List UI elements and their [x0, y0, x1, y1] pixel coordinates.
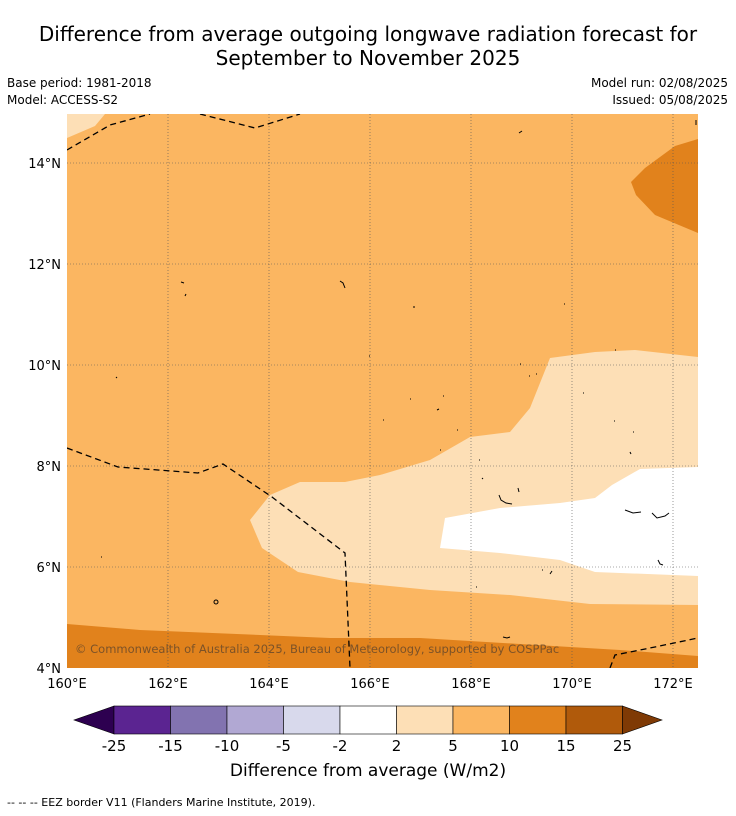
colorbar-tick-label: -10 — [215, 737, 240, 755]
anomaly-region-neutral — [440, 467, 698, 576]
colorbar-segment — [339, 705, 397, 735]
lat-axis: 4°N 6°N 8°N 10°N 12°N 14°N — [28, 157, 61, 677]
colorbar-tick-label: -25 — [102, 737, 127, 755]
lat-tick-label: 10°N — [28, 359, 61, 374]
meta-right: Model run: 02/08/2025 Issued: 05/08/2025 — [591, 75, 728, 109]
lon-tick-label: 172°E — [653, 677, 693, 692]
colorbar-segment — [565, 705, 623, 735]
colorbar-under-arrow — [73, 705, 115, 735]
anomaly-region-10-15-topright — [631, 139, 698, 233]
lon-tick-label: 170°E — [552, 677, 592, 692]
lat-tick-label: 14°N — [28, 157, 61, 172]
lon-tick-label: 164°E — [249, 677, 289, 692]
lon-tick-label: 168°E — [451, 677, 491, 692]
eez-legend-text: -- -- -- EEZ border V11 (Flanders Marine… — [7, 796, 316, 809]
colorbar-segment — [226, 705, 284, 735]
colorbar-segment — [452, 705, 510, 735]
anomaly-region-10-15-bottom — [67, 624, 698, 668]
colorbar-tick-label: -5 — [276, 737, 291, 755]
colorbar-label: Difference from average (W/m2) — [229, 761, 507, 781]
lon-tick-label: 166°E — [350, 677, 390, 692]
title-line-1: Difference from average outgoing longwav… — [38, 22, 698, 46]
colorbar-over-arrow — [622, 705, 663, 735]
copyright-notice: © Commonwealth of Australia 2025, Bureau… — [75, 642, 559, 656]
lat-tick-label: 6°N — [37, 561, 62, 576]
lat-tick-label: 4°N — [37, 662, 62, 677]
model-text: Model: ACCESS-S2 — [7, 93, 119, 107]
colorbar-segment — [113, 705, 171, 735]
page-title: Difference from average outgoing longwav… — [0, 22, 736, 70]
colorbar-tick-label: 10 — [500, 737, 519, 755]
colorbar-tick-label: 15 — [556, 737, 575, 755]
colorbar-tick-label: 25 — [613, 737, 632, 755]
islands — [101, 120, 697, 639]
colorbar-tick-label: -2 — [333, 737, 348, 755]
map-plot-area: © Commonwealth of Australia 2025, Bureau… — [67, 114, 698, 668]
colorbar-tick-label: -15 — [158, 737, 183, 755]
colorbar-tick-label: 2 — [392, 737, 402, 755]
anomaly-region-2-5-topleft — [67, 114, 105, 138]
eez-border — [67, 114, 698, 668]
base-period-text: Base period: 1981-2018 — [7, 76, 152, 90]
map-figure: © Commonwealth of Australia 2025, Bureau… — [28, 114, 698, 755]
colorbar-segment — [170, 705, 228, 735]
gridlines — [67, 114, 698, 668]
colorbar-segment — [396, 705, 454, 735]
issued-text: Issued: 05/08/2025 — [612, 93, 728, 107]
colorbar-tick-label: 5 — [448, 737, 458, 755]
colorbar: -25 -15 -10 -5 -2 2 5 10 15 25 — [73, 705, 663, 755]
model-run-text: Model run: 02/08/2025 — [590, 76, 728, 90]
lon-axis: 160°E 162°E 164°E 166°E 168°E 170°E 172°… — [47, 677, 693, 692]
lon-tick-label: 160°E — [47, 677, 87, 692]
colorbar-segment — [509, 705, 567, 735]
lon-tick-label: 162°E — [148, 677, 188, 692]
title-line-2: September to November 2025 — [215, 46, 521, 70]
colorbar-segment — [283, 705, 341, 735]
lat-tick-label: 8°N — [37, 460, 62, 475]
meta-left: Base period: 1981-2018 Model: ACCESS-S2 — [7, 75, 152, 109]
lat-tick-label: 12°N — [28, 258, 61, 273]
